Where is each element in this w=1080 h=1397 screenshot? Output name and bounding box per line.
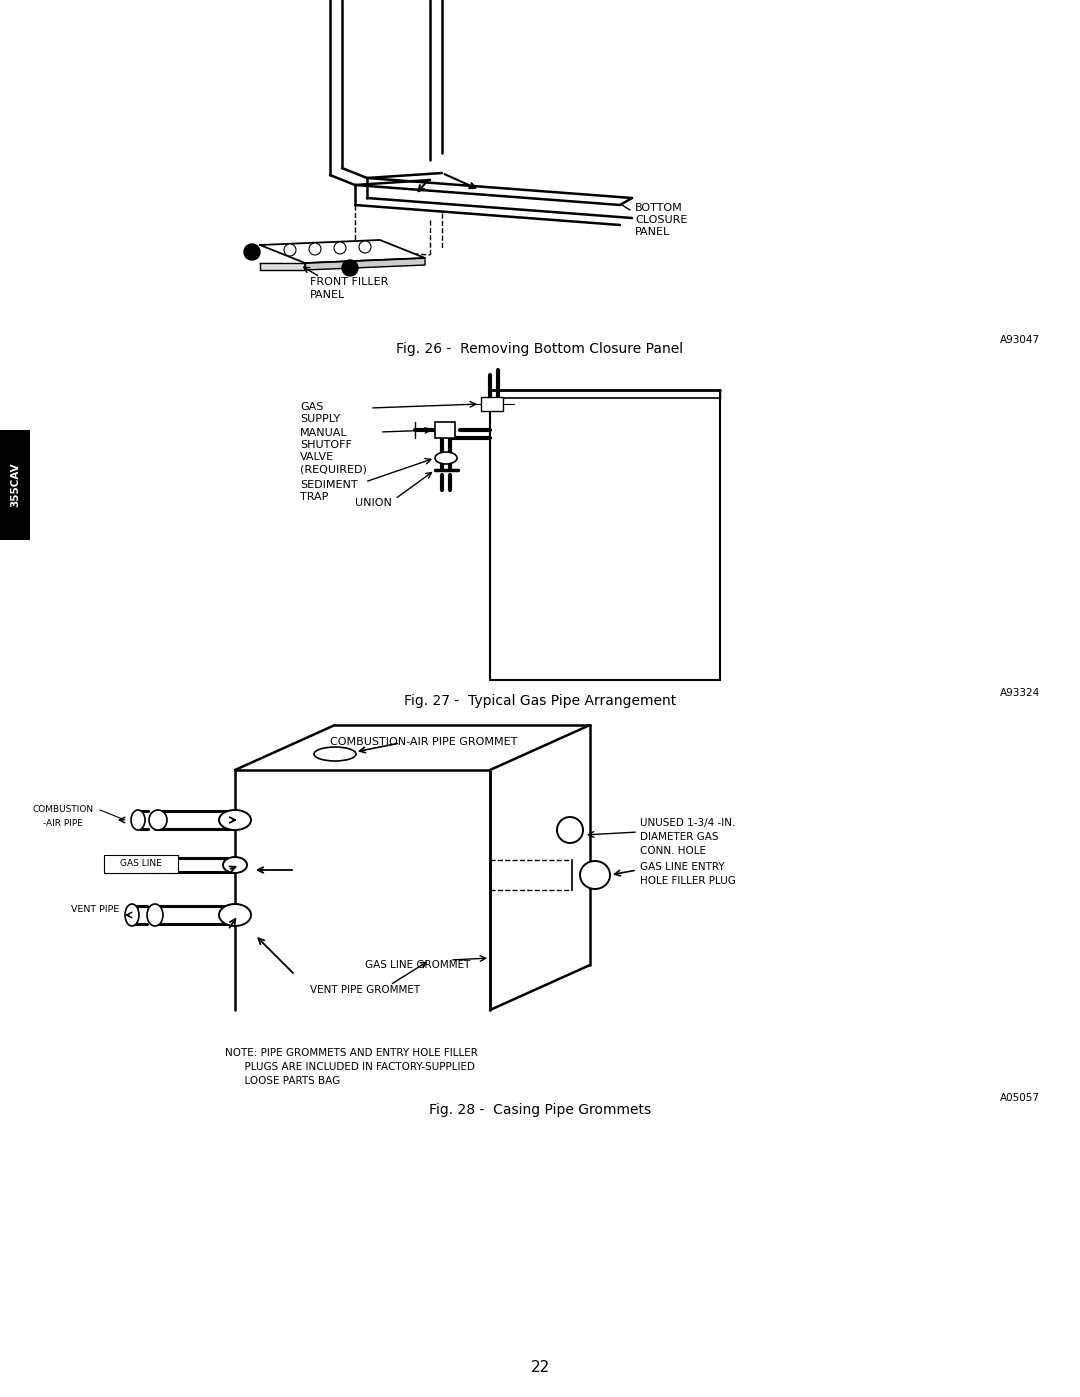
Text: BOTTOM: BOTTOM xyxy=(635,203,683,212)
Bar xyxy=(435,422,455,439)
Bar xyxy=(481,397,503,411)
Text: Fig. 28 -  Casing Pipe Grommets: Fig. 28 - Casing Pipe Grommets xyxy=(429,1104,651,1118)
Text: LOOSE PARTS BAG: LOOSE PARTS BAG xyxy=(225,1076,340,1085)
Text: COMBUSTION: COMBUSTION xyxy=(32,806,94,814)
Text: CONN. HOLE: CONN. HOLE xyxy=(640,847,706,856)
Ellipse shape xyxy=(219,810,251,830)
Text: PLUGS ARE INCLUDED IN FACTORY-SUPPLIED: PLUGS ARE INCLUDED IN FACTORY-SUPPLIED xyxy=(225,1062,475,1071)
Text: GAS LINE GROMMET: GAS LINE GROMMET xyxy=(365,960,471,970)
Ellipse shape xyxy=(222,856,247,873)
Ellipse shape xyxy=(219,904,251,926)
Text: A93047: A93047 xyxy=(1000,335,1040,345)
Circle shape xyxy=(359,242,372,253)
Text: VENT PIPE: VENT PIPE xyxy=(71,905,119,915)
Ellipse shape xyxy=(161,856,175,873)
Text: A93324: A93324 xyxy=(1000,687,1040,698)
Ellipse shape xyxy=(314,747,356,761)
Text: NOTE: PIPE GROMMETS AND ENTRY HOLE FILLER: NOTE: PIPE GROMMETS AND ENTRY HOLE FILLE… xyxy=(225,1048,477,1058)
Circle shape xyxy=(309,243,321,256)
Ellipse shape xyxy=(435,453,457,464)
Polygon shape xyxy=(260,263,305,270)
Circle shape xyxy=(342,260,357,277)
Bar xyxy=(0,430,30,541)
Circle shape xyxy=(284,244,296,256)
Text: COMBUSTION-AIR PIPE GROMMET: COMBUSTION-AIR PIPE GROMMET xyxy=(330,738,517,747)
Text: GAS: GAS xyxy=(300,402,323,412)
Text: GAS LINE ENTRY: GAS LINE ENTRY xyxy=(640,862,725,872)
Text: 355CAV: 355CAV xyxy=(10,462,21,507)
Polygon shape xyxy=(260,240,426,263)
Ellipse shape xyxy=(131,810,145,830)
Text: HOLE FILLER PLUG: HOLE FILLER PLUG xyxy=(640,876,735,886)
Text: UNUSED 1-3/4 -IN.: UNUSED 1-3/4 -IN. xyxy=(640,819,735,828)
Text: A05057: A05057 xyxy=(1000,1092,1040,1104)
Text: DIAMETER GAS: DIAMETER GAS xyxy=(640,833,718,842)
Text: (REQUIRED): (REQUIRED) xyxy=(300,464,367,474)
Text: PANEL: PANEL xyxy=(635,226,671,237)
Ellipse shape xyxy=(125,904,139,926)
Circle shape xyxy=(334,242,346,254)
Text: 22: 22 xyxy=(530,1361,550,1375)
Text: GAS LINE: GAS LINE xyxy=(120,859,162,869)
Text: Fig. 27 -  Typical Gas Pipe Arrangement: Fig. 27 - Typical Gas Pipe Arrangement xyxy=(404,694,676,708)
Text: UNION: UNION xyxy=(355,497,392,509)
Ellipse shape xyxy=(147,904,163,926)
Ellipse shape xyxy=(580,861,610,888)
Polygon shape xyxy=(305,258,426,270)
Text: SUPPLY: SUPPLY xyxy=(300,414,340,425)
Text: CLOSURE: CLOSURE xyxy=(635,215,687,225)
Text: SHUTOFF: SHUTOFF xyxy=(300,440,352,450)
Text: MANUAL: MANUAL xyxy=(300,427,348,439)
Ellipse shape xyxy=(149,810,167,830)
Ellipse shape xyxy=(139,856,151,873)
Text: VALVE: VALVE xyxy=(300,453,334,462)
Text: VENT PIPE GROMMET: VENT PIPE GROMMET xyxy=(310,985,420,995)
Text: SEDIMENT: SEDIMENT xyxy=(300,481,357,490)
Text: PANEL: PANEL xyxy=(310,291,346,300)
Text: Fig. 26 -  Removing Bottom Closure Panel: Fig. 26 - Removing Bottom Closure Panel xyxy=(396,342,684,356)
Text: FRONT FILLER: FRONT FILLER xyxy=(310,277,389,286)
Text: -AIR PIPE: -AIR PIPE xyxy=(43,819,83,827)
Text: TRAP: TRAP xyxy=(300,492,328,502)
Ellipse shape xyxy=(557,817,583,842)
FancyBboxPatch shape xyxy=(104,855,178,873)
Circle shape xyxy=(244,244,260,260)
